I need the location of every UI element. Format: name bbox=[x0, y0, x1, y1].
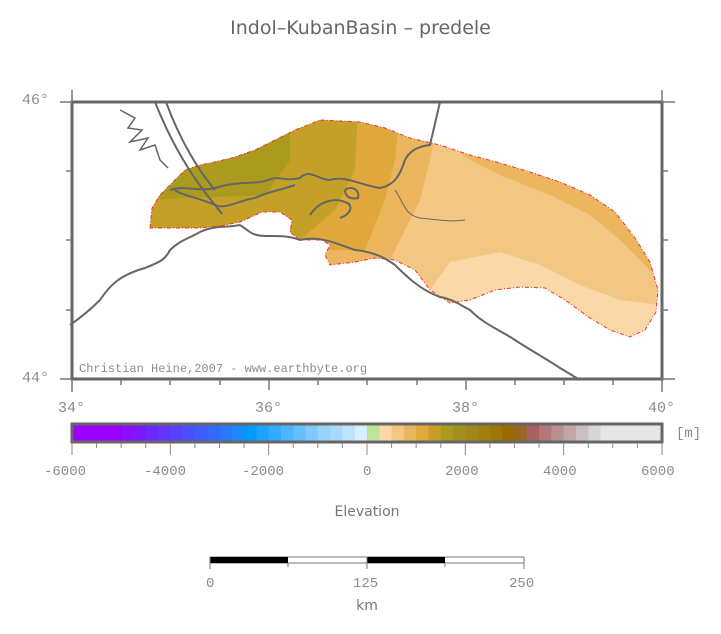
cb-tick-n4000: -4000 bbox=[144, 464, 187, 480]
cb-tick-n2000: -2000 bbox=[242, 464, 285, 480]
cb-tick-0: 0 bbox=[363, 464, 372, 480]
colorbar-title: Elevation bbox=[334, 504, 400, 520]
scale-tick-250: 250 bbox=[509, 576, 535, 592]
scale-tick-0: 0 bbox=[206, 576, 215, 592]
cb-tick-6000: 6000 bbox=[641, 464, 675, 480]
credit-text: Christian Heine,2007 - www.earthbyte.org bbox=[79, 362, 368, 376]
cb-tick-4000: 4000 bbox=[543, 464, 577, 480]
lat-label-44: 44° bbox=[22, 370, 50, 387]
sivash-coast bbox=[119, 109, 169, 169]
scale-bar bbox=[209, 556, 525, 569]
cb-tick-2000: 2000 bbox=[445, 464, 479, 480]
lon-label-40: 40° bbox=[648, 400, 676, 417]
map-title: Indol–KubanBasin – predele bbox=[230, 17, 491, 39]
lon-label-34: 34° bbox=[58, 400, 86, 417]
coastlines bbox=[69, 101, 581, 381]
elevation-fill bbox=[150, 120, 658, 337]
scale-unit: km bbox=[356, 598, 378, 614]
cb-tick-n6000: -6000 bbox=[44, 464, 87, 480]
colorbar-unit: [m] bbox=[676, 426, 702, 442]
basin-outline bbox=[149, 119, 659, 338]
lon-label-38: 38° bbox=[452, 400, 480, 417]
lon-label-36: 36° bbox=[255, 400, 283, 417]
frame-ticks bbox=[60, 90, 675, 392]
lat-label-46: 46° bbox=[22, 92, 50, 109]
elevation-colorbar bbox=[72, 424, 663, 442]
scale-tick-125: 125 bbox=[353, 576, 379, 592]
